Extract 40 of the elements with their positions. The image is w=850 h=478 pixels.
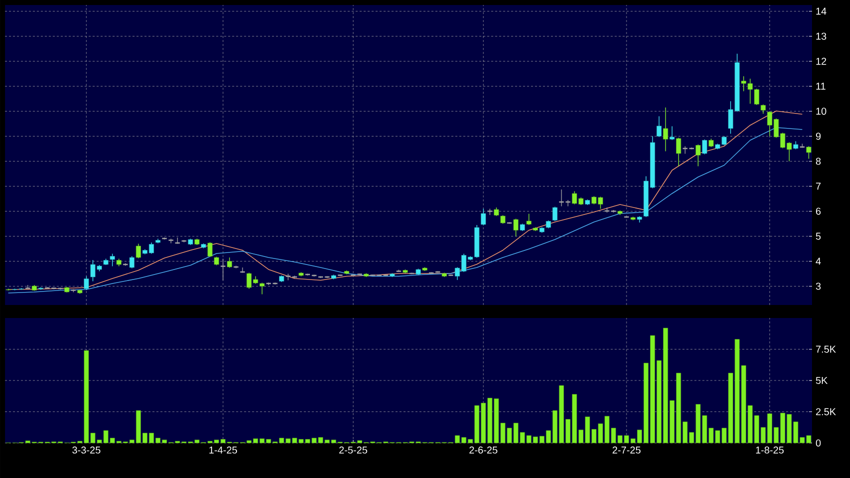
y-tick-label: 10 <box>816 108 826 115</box>
y-tick-label: 7.5K <box>816 346 836 353</box>
candlestick <box>552 206 558 222</box>
x-tick-label: 1-8-25 <box>756 446 784 454</box>
y-tick-label: 5 <box>816 232 821 240</box>
y-tick-label: 2.5K <box>816 408 836 416</box>
candlestick <box>110 253 115 267</box>
candlestick <box>663 107 668 152</box>
y-tick-label: 3 <box>816 282 821 290</box>
x-tick-label: 2-5-25 <box>339 446 368 454</box>
candlestick <box>480 208 486 226</box>
candlestick <box>526 213 532 226</box>
x-tick-label: 2-7-25 <box>612 446 641 454</box>
y-tick-label: 5K <box>816 377 828 384</box>
y-tick-label: 12 <box>816 58 826 65</box>
candlestick <box>208 242 213 258</box>
y-tick-label: 6 <box>816 208 821 215</box>
candlestick <box>670 126 675 140</box>
y-tick-label: 0 <box>816 439 821 447</box>
y-tick-label: 9 <box>816 132 821 140</box>
candlestick <box>168 238 174 244</box>
x-tick-label: 2-6-25 <box>469 446 498 454</box>
y-tick-label: 11 <box>816 82 826 90</box>
y-tick-label: 7 <box>816 182 821 190</box>
candlestick <box>513 218 518 237</box>
candlestick <box>136 243 141 259</box>
candlestick <box>84 276 89 290</box>
y-tick-label: 4 <box>816 258 821 265</box>
candlestick <box>760 104 766 114</box>
candlestick <box>806 146 812 160</box>
y-tick-label: 13 <box>816 32 826 40</box>
candlestick <box>676 137 682 167</box>
y-tick-label: 14 <box>816 8 826 15</box>
candlestick <box>702 139 708 155</box>
candlestick <box>656 116 662 138</box>
x-tick-label: 1-4-25 <box>209 446 238 454</box>
candlestick <box>220 258 226 281</box>
candlestick <box>696 144 701 167</box>
y-tick-label: 8 <box>816 158 821 165</box>
x-tick-label: 3-3-25 <box>72 446 100 454</box>
